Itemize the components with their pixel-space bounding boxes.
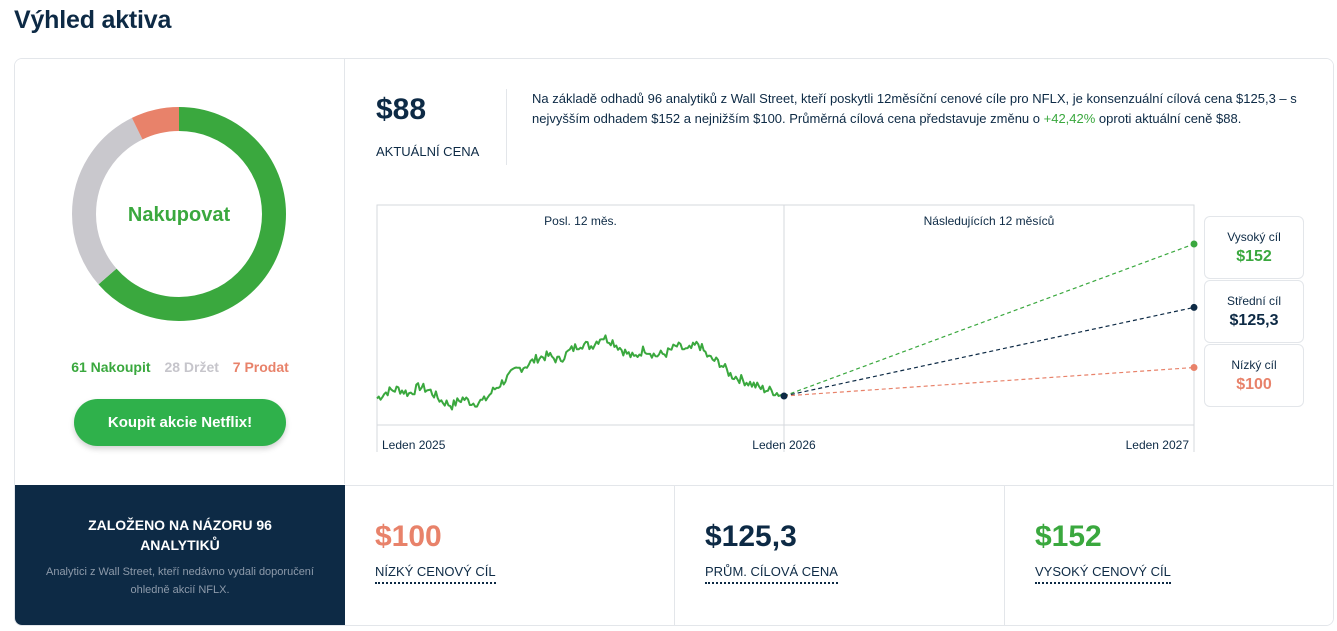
summary-text-before: Na základě odhadů 96 analytiků z Wall St…: [532, 91, 1297, 126]
x-axis-label-1: Leden 2026: [752, 438, 816, 452]
target-projection-line-0: [783, 243, 1195, 397]
target-high-label: Vysoký cíl: [1227, 230, 1281, 244]
outlook-card: Nakupovat 61 Nakoupit 28 Držet 7 Prodat …: [14, 58, 1334, 626]
price-history-line: [376, 334, 785, 411]
rating-donut: [72, 107, 286, 321]
buy-stock-button[interactable]: Koupit akcie Netflix!: [74, 399, 286, 446]
donut-segment-sell: [72, 107, 286, 321]
stat-avg-label: PRŮM. CÍLOVÁ CENA: [705, 564, 838, 584]
rating-counts: 61 Nakoupit 28 Držet 7 Prodat: [15, 359, 345, 375]
stat-high-target: $152 VYSOKÝ CENOVÝ CÍL: [1005, 485, 1333, 625]
sell-count: 7 Prodat: [232, 359, 289, 375]
x-axis-label-0: Leden 2025: [382, 438, 446, 452]
buy-count: 61 Nakoupit: [71, 359, 151, 375]
target-projection-line-1: [783, 306, 1195, 397]
analyst-basis-title: ZALOŽENO NA NÁZORU 96 ANALYTIKŮ: [88, 517, 272, 553]
page-title: Výhled aktiva: [14, 6, 172, 34]
consensus-rating: Nakupovat: [127, 204, 231, 226]
stat-high-label: VYSOKÝ CENOVÝ CÍL: [1035, 564, 1171, 584]
target-point-0: [1190, 240, 1198, 248]
target-low-value: $100: [1236, 376, 1272, 393]
chart-frame: [376, 204, 1195, 452]
forecast-panel: $88 AKTUÁLNÍ CENA Na základě odhadů 96 a…: [346, 59, 1333, 484]
target-mid-label: Střední cíl: [1226, 294, 1282, 308]
chart-section-label-0: Posl. 12 měs.: [544, 214, 617, 228]
target-mid-value: $125,3: [1229, 312, 1279, 329]
analyst-basis-subtitle: Analytici z Wall Street, kteří nedávno v…: [45, 566, 314, 596]
target-mid-box: Střední cíl $125,3: [1204, 280, 1304, 343]
target-high-value: $152: [1236, 248, 1272, 265]
divider: [506, 89, 507, 165]
stat-low-label: NÍZKÝ CENOVÝ CÍL: [375, 564, 496, 584]
hold-count: 28 Držet: [164, 359, 219, 375]
forecast-summary: Na základě odhadů 96 analytiků z Wall St…: [532, 89, 1312, 129]
stat-low-value: $100: [375, 520, 442, 553]
current-price-label: AKTUÁLNÍ CENA: [376, 144, 480, 159]
target-low-label: Nízký cíl: [1231, 358, 1277, 372]
target-point-2: [1190, 364, 1198, 371]
stat-avg-target: $125,3 PRŮM. CÍLOVÁ CENA: [675, 485, 1005, 625]
stat-low-target: $100 NÍZKÝ CENOVÝ CÍL: [345, 485, 675, 625]
target-high-box: Vysoký cíl $152: [1204, 216, 1304, 279]
target-projection-line-2: [783, 366, 1195, 397]
summary-text-after: oproti aktuální ceně $88.: [1095, 111, 1242, 126]
current-price: $88: [376, 93, 427, 126]
target-point-1: [1190, 303, 1198, 311]
target-low-box: Nízký cíl $100: [1204, 344, 1304, 407]
summary-change: +42,42%: [1043, 111, 1096, 126]
stat-high-value: $152: [1035, 520, 1102, 553]
price-forecast-chart: Posl. 12 měs. Následujících 12 měsíců Lede…: [376, 204, 1198, 452]
chart-section-label-1: Následujících 12 měsíců: [924, 214, 1055, 228]
current-price-point: [780, 392, 788, 400]
x-axis-label-2: Leden 2027: [1126, 438, 1190, 452]
stat-avg-value: $125,3: [705, 520, 797, 553]
rating-panel: Nakupovat 61 Nakoupit 28 Držet 7 Prodat …: [15, 59, 345, 484]
analyst-basis: ZALOŽENO NA NÁZORU 96 ANALYTIKŮ Analytic…: [15, 485, 345, 625]
donut-segment-hold: [72, 107, 286, 321]
